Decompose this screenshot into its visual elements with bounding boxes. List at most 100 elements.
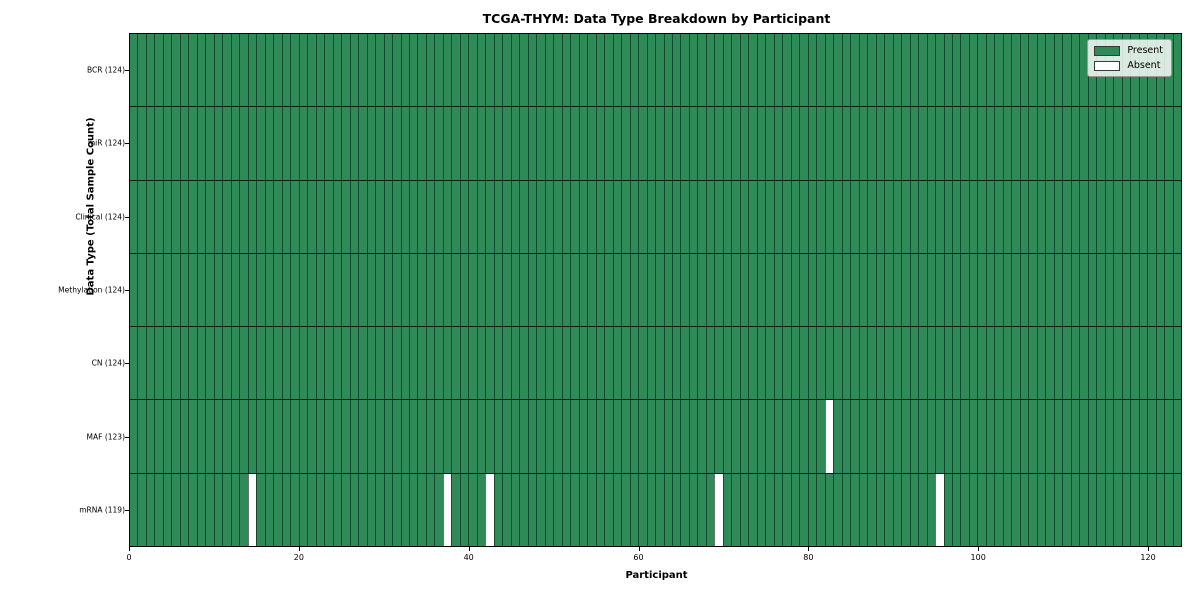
- heatmap-cell: [629, 107, 639, 180]
- heatmap-cell: [680, 107, 689, 180]
- heatmap-cell: [332, 327, 342, 400]
- y-tick-label: mRNA (119): [79, 505, 125, 515]
- heatmap-cell: [222, 180, 231, 253]
- heatmap-cell: [536, 107, 545, 180]
- heatmap-cell: [273, 400, 282, 473]
- heatmap-cell: [663, 34, 672, 107]
- heatmap-cell: [782, 253, 791, 327]
- heatmap-cell: [434, 327, 443, 400]
- heatmap-cell: [417, 180, 426, 253]
- heatmap-cell: [688, 400, 698, 473]
- heatmap-cell: [765, 327, 774, 400]
- heatmap-cell: [256, 107, 265, 180]
- heatmap-cell: [1130, 473, 1139, 546]
- heatmap-cell: [663, 180, 672, 253]
- heatmap-cell: [926, 253, 936, 327]
- heatmap-cell: [188, 253, 197, 327]
- heatmap-cell: [748, 400, 757, 473]
- heatmap-cell: [943, 473, 952, 546]
- heatmap-cell: [137, 327, 146, 400]
- heatmap-cell: [756, 34, 766, 107]
- heatmap-cell: [561, 400, 571, 473]
- heatmap-cell: [1155, 253, 1165, 327]
- heatmap-cell: [841, 400, 851, 473]
- heatmap-cell: [315, 327, 325, 400]
- heatmap-cell: [247, 327, 257, 400]
- heatmap-cell: [273, 327, 282, 400]
- heatmap-cell: [714, 473, 723, 546]
- heatmap-cell: [672, 253, 681, 327]
- heatmap-cell: [1087, 180, 1097, 253]
- heatmap-cell: [1164, 253, 1173, 327]
- heatmap-cell: [604, 180, 613, 253]
- heatmap-cell: [400, 180, 409, 253]
- heatmap-cell: [375, 107, 384, 180]
- heatmap-cell: [442, 34, 452, 107]
- heatmap-cell: [341, 107, 350, 180]
- heatmap-cell: [731, 473, 740, 546]
- heatmap-cell: [604, 253, 613, 327]
- heatmap-cell: [1070, 34, 1080, 107]
- heatmap-cell: [951, 107, 961, 180]
- heatmap-cell: [434, 473, 443, 546]
- heatmap-cell: [281, 180, 291, 253]
- heatmap-cell: [179, 107, 189, 180]
- heatmap-cell: [205, 253, 214, 327]
- heatmap-cell: [968, 180, 978, 253]
- heatmap-row-bcr: [130, 34, 1182, 108]
- heatmap-cell: [349, 400, 359, 473]
- heatmap-cell: [222, 253, 231, 327]
- heatmap-cell: [875, 327, 885, 400]
- heatmap-cell: [1036, 180, 1046, 253]
- heatmap-cell: [366, 473, 376, 546]
- heatmap-cell: [951, 327, 961, 400]
- heatmap-cell: [179, 400, 189, 473]
- heatmap-cell: [638, 400, 647, 473]
- heatmap-cell: [493, 34, 503, 107]
- heatmap-cell: [1070, 400, 1080, 473]
- heatmap-cell: [1130, 180, 1139, 253]
- heatmap-cell: [909, 400, 919, 473]
- heatmap-cell: [213, 107, 223, 180]
- heatmap-cell: [884, 253, 893, 327]
- heatmap-cell: [256, 180, 265, 253]
- heatmap-cell: [1138, 473, 1148, 546]
- heatmap-cell: [985, 253, 995, 327]
- heatmap-cell: [459, 107, 469, 180]
- heatmap-cell: [408, 473, 418, 546]
- heatmap-cell: [748, 34, 757, 107]
- heatmap-cell: [909, 107, 919, 180]
- heatmap-cell: [1019, 34, 1029, 107]
- heatmap-cell: [544, 327, 554, 400]
- heatmap-cell: [926, 107, 936, 180]
- heatmap-cell: [425, 180, 435, 253]
- heatmap-cell: [1147, 400, 1156, 473]
- heatmap-cell: [901, 34, 910, 107]
- heatmap-cell: [425, 107, 435, 180]
- heatmap-cell: [536, 400, 545, 473]
- heatmap-cell: [799, 400, 808, 473]
- heatmap-cell: [1053, 327, 1063, 400]
- heatmap-cell: [688, 34, 698, 107]
- heatmap-cell: [655, 34, 664, 107]
- heatmap-cell: [646, 107, 656, 180]
- heatmap-cell: [621, 327, 630, 400]
- heatmap-cell: [1113, 180, 1122, 253]
- heatmap-cell: [621, 107, 630, 180]
- heatmap-cell: [273, 34, 282, 107]
- heatmap-cell: [722, 253, 732, 327]
- heatmap-cell: [324, 473, 333, 546]
- heatmap-cell: [612, 107, 622, 180]
- heatmap-cell: [510, 327, 520, 400]
- heatmap-cell: [587, 327, 596, 400]
- heatmap-cell: [807, 327, 817, 400]
- heatmap-cell: [918, 34, 927, 107]
- heatmap-cell: [714, 327, 723, 400]
- heatmap-cell: [553, 107, 562, 180]
- heatmap-cell: [841, 327, 851, 400]
- heatmap-cell: [1147, 253, 1156, 327]
- heatmap-cell: [1104, 107, 1114, 180]
- heatmap-cell: [527, 253, 537, 327]
- heatmap-cell: [1104, 400, 1114, 473]
- heatmap-cell: [977, 327, 986, 400]
